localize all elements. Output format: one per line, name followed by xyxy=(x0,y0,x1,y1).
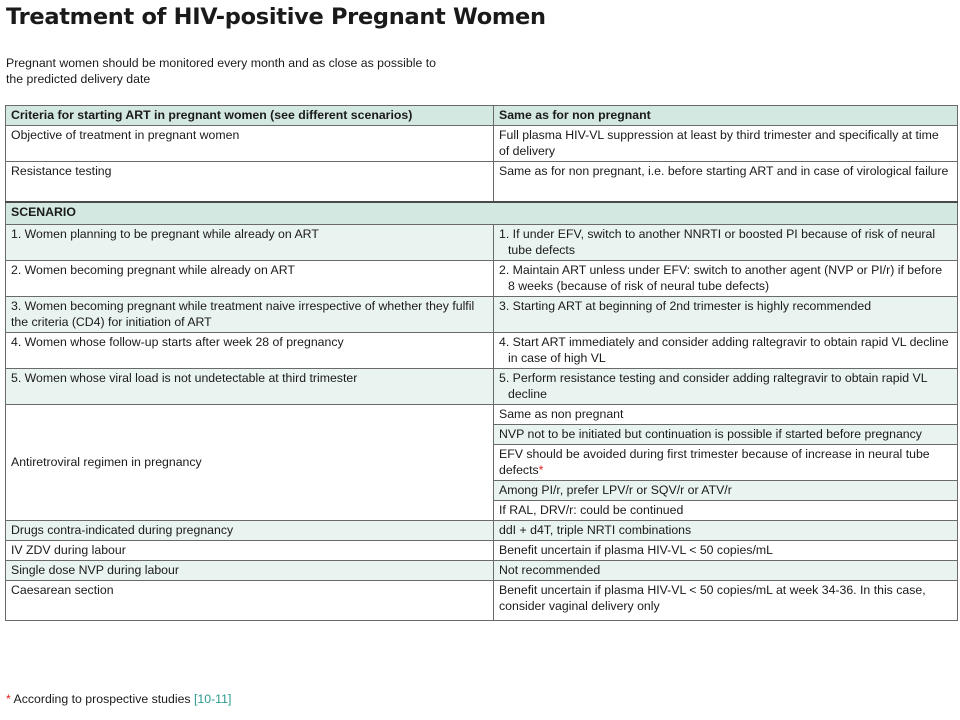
regimen-item-text: EFV should be avoided during first trime… xyxy=(499,446,930,477)
scenario-action-cell: 4. Start ART immediately and consider ad… xyxy=(493,331,958,369)
table-row: Single dose NVP during labour Not recomm… xyxy=(5,559,958,581)
footnote: * According to prospective studies [10-1… xyxy=(6,692,231,706)
header-same-as: Same as for non pregnant xyxy=(493,105,958,126)
scenario-label-cell: 4. Women whose follow-up starts after we… xyxy=(5,331,494,369)
footnote-star: * xyxy=(6,692,11,706)
row-label: Resistance testing xyxy=(5,161,494,202)
scenario-row: 5. Women whose viral load is not undetec… xyxy=(5,367,958,405)
scenario-label-cell: 3. Women becoming pregnant while treatme… xyxy=(5,295,494,333)
row-label: Caesarean section xyxy=(5,579,494,621)
footnote-reference-link[interactable]: [10-11] xyxy=(193,692,232,706)
header-criteria: Criteria for starting ART in pregnant wo… xyxy=(5,105,494,126)
regimen-row: Antiretroviral regimen in pregnancy Same… xyxy=(5,403,958,521)
regimen-item: If RAL, DRV/r: could be continued xyxy=(493,499,958,521)
scenario-label: SCENARIO xyxy=(5,200,958,225)
table-row: Drugs contra-indicated during pregnancy … xyxy=(5,519,958,541)
row-label: Objective of treatment in pregnant women xyxy=(5,125,494,162)
table-row: Caesarean section Benefit uncertain if p… xyxy=(5,579,958,621)
regimen-item-efv: EFV should be avoided during first trime… xyxy=(493,443,958,481)
treatment-table: Criteria for starting ART in pregnant wo… xyxy=(5,105,958,621)
regimen-item: Same as non pregnant xyxy=(493,403,958,425)
table-row: Objective of treatment in pregnant women… xyxy=(5,125,958,162)
scenario-action-cell: 3. Starting ART at beginning of 2nd trim… xyxy=(493,295,958,333)
row-label: Single dose NVP during labour xyxy=(5,559,494,581)
regimen-label: Antiretroviral regimen in pregnancy xyxy=(5,403,494,521)
table-row: Resistance testing Same as for non pregn… xyxy=(5,161,958,202)
row-value: Not recommended xyxy=(493,559,958,581)
scenario-label-cell: 1. Women planning to be pregnant while a… xyxy=(5,223,494,261)
row-value: Same as for non pregnant, i.e. before st… xyxy=(493,161,958,202)
scenario-label-cell: 2. Women becoming pregnant while already… xyxy=(5,259,494,297)
page-title: Treatment of HIV-positive Pregnant Women xyxy=(6,4,546,30)
scenario-row: 2. Women becoming pregnant while already… xyxy=(5,259,958,297)
row-value: Full plasma HIV-VL suppression at least … xyxy=(493,125,958,162)
scenario-header-row: SCENARIO xyxy=(5,200,958,225)
scenario-label-cell: 5. Women whose viral load is not undetec… xyxy=(5,367,494,405)
scenario-action-cell: 5. Perform resistance testing and consid… xyxy=(493,367,958,405)
table-header-row: Criteria for starting ART in pregnant wo… xyxy=(5,105,958,126)
row-value: Benefit uncertain if plasma HIV-VL < 50 … xyxy=(493,579,958,621)
row-value: ddI + d4T, triple NRTI combinations xyxy=(493,519,958,541)
footnote-star-marker: * xyxy=(538,462,544,477)
intro-text: Pregnant women should be monitored every… xyxy=(6,56,436,86)
regimen-row: Among PI/r, prefer LPV/r or SQV/r or ATV… xyxy=(6,479,958,501)
scenario-row: 4. Women whose follow-up starts after we… xyxy=(5,331,958,369)
footnote-text: According to prospective studies xyxy=(10,692,194,706)
scenario-action-cell: 1. If under EFV, switch to another NNRTI… xyxy=(493,223,958,261)
row-label: IV ZDV during labour xyxy=(5,539,494,561)
row-label: Drugs contra-indicated during pregnancy xyxy=(5,519,494,541)
regimen-row: NVP not to be initiated but continuation… xyxy=(6,423,958,445)
scenario-action-cell: 2. Maintain ART unless under EFV: switch… xyxy=(493,259,958,297)
regimen-item: Among PI/r, prefer LPV/r or SQV/r or ATV… xyxy=(493,479,958,501)
regimen-item: NVP not to be initiated but continuation… xyxy=(493,423,958,445)
scenario-row: 1. Women planning to be pregnant while a… xyxy=(5,223,958,261)
row-value: Benefit uncertain if plasma HIV-VL < 50 … xyxy=(493,539,958,561)
table-row: IV ZDV during labour Benefit uncertain i… xyxy=(5,539,958,561)
scenario-row: 3. Women becoming pregnant while treatme… xyxy=(5,295,958,333)
